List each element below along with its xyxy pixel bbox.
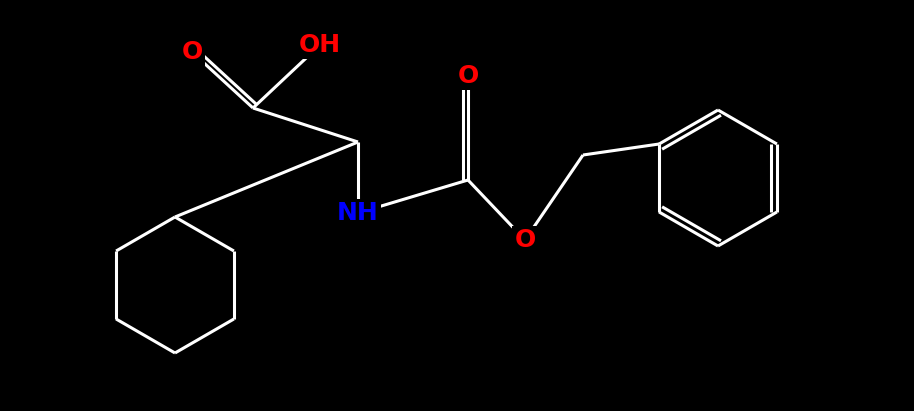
Text: O: O (457, 64, 479, 88)
Text: O: O (181, 40, 203, 64)
Text: NH: NH (337, 201, 379, 225)
Text: OH: OH (299, 33, 341, 57)
Text: O: O (515, 228, 536, 252)
